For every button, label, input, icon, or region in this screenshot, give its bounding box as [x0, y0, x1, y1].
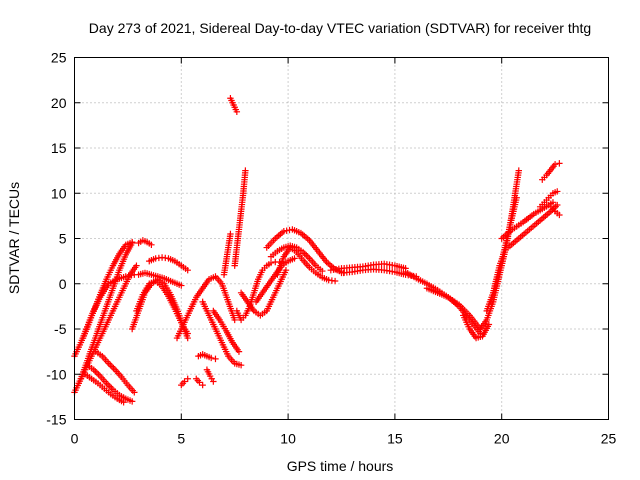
data-point: [120, 399, 127, 406]
data-point: [133, 262, 140, 269]
y-tick-label: 5: [59, 231, 67, 247]
data-point: [282, 266, 290, 274]
data-point: [148, 241, 155, 249]
data-point: [303, 252, 310, 259]
y-tick-label: -15: [46, 412, 66, 428]
data-point: [331, 277, 339, 285]
y-tick-label: 20: [51, 95, 67, 111]
x-tick-label: 25: [601, 431, 617, 447]
data-point: [485, 321, 493, 328]
data-point: [227, 230, 234, 238]
y-tick-label: 10: [51, 185, 67, 201]
data-point: [122, 273, 129, 280]
data-point: [128, 398, 136, 405]
y-tick-label: 15: [51, 140, 67, 156]
data-point: [267, 259, 275, 267]
data-point: [550, 204, 558, 212]
y-tick-label: -10: [46, 366, 66, 382]
x-axis-title: GPS time / hours: [287, 458, 394, 474]
data-point: [554, 201, 561, 209]
data-point: [283, 227, 290, 234]
axis-ticks: 0 5 10 15 20 25 -15 -10 -5 0 5 10 15 20 25: [46, 50, 616, 447]
data-point: [233, 108, 241, 115]
data-point: [110, 364, 117, 372]
data-point: [280, 228, 288, 235]
x-tick-label: 5: [177, 431, 185, 447]
data-point: [131, 389, 138, 396]
x-tick-label: 20: [494, 431, 510, 447]
data-points: [71, 95, 563, 406]
y-axis-title: SDTVAR / TECUs: [6, 182, 22, 294]
data-point: [212, 355, 219, 363]
data-point: [196, 379, 203, 386]
data-point: [199, 381, 206, 389]
x-tick-label: 10: [280, 431, 296, 447]
data-point: [184, 375, 191, 382]
data-point: [242, 167, 249, 174]
y-tick-label: -5: [54, 321, 67, 337]
data-point: [291, 255, 298, 262]
data-point: [95, 371, 102, 378]
data-point: [210, 378, 217, 385]
data-point: [128, 272, 135, 279]
data-point: [551, 161, 559, 168]
data-point: [304, 253, 312, 261]
y-tick-label: 25: [51, 50, 67, 66]
grid-lines: [74, 57, 609, 420]
data-point: [107, 361, 114, 369]
data-point: [549, 199, 557, 206]
data-point: [184, 330, 191, 337]
data-point: [237, 362, 245, 369]
x-tick-label: 15: [387, 431, 403, 447]
data-point: [235, 348, 243, 355]
data-point: [125, 272, 132, 280]
data-point: [104, 381, 112, 389]
chart-title: Day 273 of 2021, Sidereal Day-to-day VTE…: [89, 20, 591, 36]
data-point: [184, 266, 191, 274]
y-tick-label: 0: [59, 276, 67, 292]
data-point: [93, 369, 101, 377]
data-point: [231, 316, 238, 324]
data-point: [92, 368, 99, 375]
data-point: [556, 160, 563, 167]
data-point: [319, 267, 326, 275]
data-point: [554, 188, 561, 195]
data-point: [181, 378, 188, 385]
data-point: [515, 167, 522, 174]
x-tick-label: 0: [71, 431, 79, 447]
data-point: [208, 354, 215, 362]
data-point: [178, 282, 185, 289]
data-point: [513, 194, 520, 201]
data-point: [128, 238, 136, 246]
data-point: [556, 211, 563, 219]
data-point: [108, 363, 116, 370]
